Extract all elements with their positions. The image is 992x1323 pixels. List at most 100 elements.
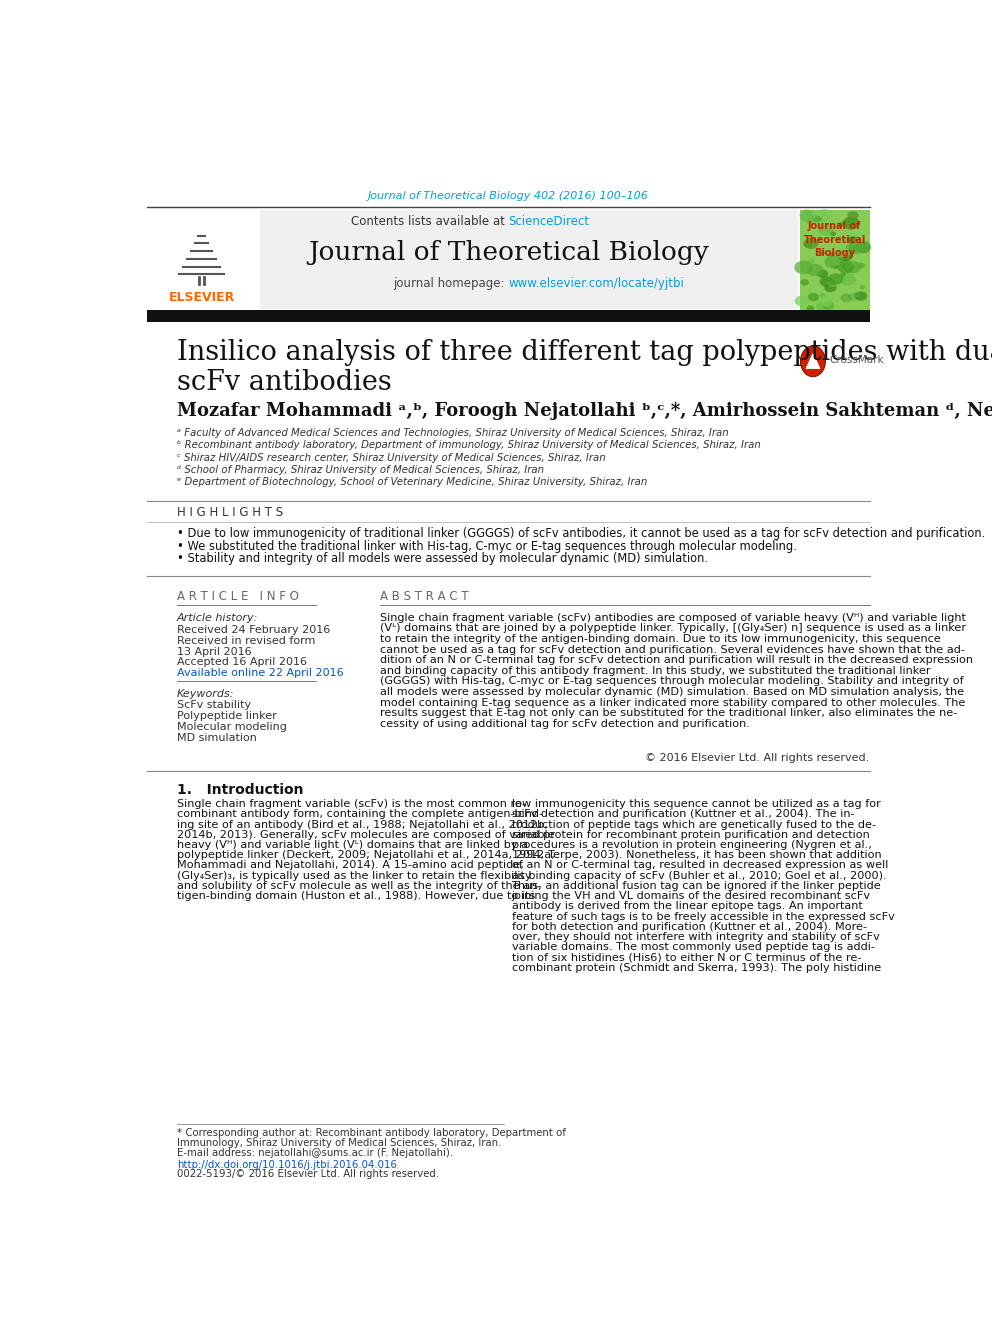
Text: combinant protein (Schmidt and Skerra, 1993). The poly histidine: combinant protein (Schmidt and Skerra, 1… [512, 963, 881, 972]
Text: to retain the integrity of the antigen-binding domain. Due to its low immunogeni: to retain the integrity of the antigen-b… [380, 634, 940, 644]
Ellipse shape [833, 265, 838, 269]
Text: MD simulation: MD simulation [177, 733, 257, 742]
Text: Molecular modeling: Molecular modeling [177, 722, 287, 732]
Text: Immunology, Shiraz University of Medical Sciences, Shiraz, Iran.: Immunology, Shiraz University of Medical… [177, 1138, 501, 1148]
Ellipse shape [800, 210, 817, 222]
Text: model containing E-tag sequence as a linker indicated more stability compared to: model containing E-tag sequence as a lin… [380, 697, 965, 708]
Text: Mohammadi and Nejatollahi, 2014). A 15-amino acid peptide,: Mohammadi and Nejatollahi, 2014). A 15-a… [177, 860, 524, 871]
Text: ScFv stability: ScFv stability [177, 700, 251, 710]
Ellipse shape [855, 241, 871, 253]
Text: joining the VH and VL domains of the desired recombinant scFv: joining the VH and VL domains of the des… [512, 892, 871, 901]
Text: E-mail address: nejatollahi@sums.ac.ir (F. Nejatollahi).: E-mail address: nejatollahi@sums.ac.ir (… [177, 1148, 452, 1158]
Ellipse shape [824, 283, 836, 292]
Text: ᶜ Shiraz HIV/AIDS research center, Shiraz University of Medical Sciences, Shiraz: ᶜ Shiraz HIV/AIDS research center, Shira… [177, 452, 605, 463]
Ellipse shape [806, 263, 823, 277]
Ellipse shape [814, 216, 821, 221]
Text: Keywords:: Keywords: [177, 689, 234, 699]
Ellipse shape [840, 294, 852, 302]
Text: 2014b, 2013). Generally, scFv molecules are composed of variable: 2014b, 2013). Generally, scFv molecules … [177, 830, 555, 840]
Text: H I G H L I G H T S: H I G H L I G H T S [177, 507, 283, 520]
Ellipse shape [817, 251, 824, 257]
Ellipse shape [804, 241, 812, 247]
Ellipse shape [840, 273, 846, 277]
Ellipse shape [804, 238, 818, 249]
Ellipse shape [808, 258, 814, 263]
Text: Article history:: Article history: [177, 614, 258, 623]
Ellipse shape [811, 262, 816, 266]
Ellipse shape [853, 292, 860, 298]
Text: ing site of an antibody (Bird et al., 1988; Nejatollahi et al., 2012b,: ing site of an antibody (Bird et al., 19… [177, 819, 548, 830]
Text: cannot be used as a tag for scFv detection and purification. Several evidences h: cannot be used as a tag for scFv detecti… [380, 644, 964, 655]
Ellipse shape [848, 294, 859, 302]
Ellipse shape [795, 261, 812, 274]
Text: • We substituted the traditional linker with His-tag, C-myc or E-tag sequences t: • We substituted the traditional linker … [177, 540, 797, 553]
Text: • Stability and integrity of all models were assessed by molecular dynamic (MD) : • Stability and integrity of all models … [177, 552, 707, 565]
Text: Available online 22 April 2016: Available online 22 April 2016 [177, 668, 343, 679]
Text: Contents lists available at: Contents lists available at [351, 216, 509, 229]
Ellipse shape [816, 209, 833, 222]
Text: low immunogenicity this sequence cannot be utilized as a tag for: low immunogenicity this sequence cannot … [512, 799, 880, 810]
Ellipse shape [842, 263, 852, 270]
Text: A R T I C L E   I N F O: A R T I C L E I N F O [177, 590, 299, 602]
Text: scFv antibodies: scFv antibodies [177, 369, 392, 396]
Ellipse shape [800, 209, 814, 221]
Ellipse shape [828, 280, 837, 287]
Ellipse shape [837, 250, 853, 262]
Text: Thus, an additional fusion tag can be ignored if the linker peptide: Thus, an additional fusion tag can be ig… [512, 881, 881, 890]
Text: • Due to low immunogenicity of traditional linker (GGGGS) of scFv antibodies, it: • Due to low immunogenicity of tradition… [177, 528, 985, 540]
Ellipse shape [837, 261, 854, 274]
Ellipse shape [806, 216, 818, 225]
Text: journal homepage:: journal homepage: [393, 277, 509, 290]
Text: results suggest that E-tag not only can be substituted for the traditional linke: results suggest that E-tag not only can … [380, 708, 957, 718]
Ellipse shape [822, 302, 834, 310]
Text: heavy (Vᴴ) and variable light (Vᴸ) domains that are linked by a: heavy (Vᴴ) and variable light (Vᴸ) domai… [177, 840, 528, 849]
Ellipse shape [817, 270, 828, 278]
Text: sired protein for recombinant protein purification and detection: sired protein for recombinant protein pu… [512, 830, 869, 840]
Ellipse shape [847, 212, 859, 220]
Ellipse shape [801, 279, 808, 286]
Ellipse shape [849, 242, 864, 254]
Text: troduction of peptide tags which are genetically fused to the de-: troduction of peptide tags which are gen… [512, 819, 876, 830]
Polygon shape [806, 355, 819, 368]
Text: all models were assessed by molecular dynamic (MD) simulation. Based on MD simul: all models were assessed by molecular dy… [380, 687, 964, 697]
Bar [800, 210, 870, 311]
Ellipse shape [801, 345, 825, 377]
Ellipse shape [810, 210, 826, 221]
Bar [260, 210, 799, 308]
Text: ᵇ Recombinant antibody laboratory, Department of immunology, Shiraz University o: ᵇ Recombinant antibody laboratory, Depar… [177, 441, 761, 450]
Bar [147, 310, 870, 321]
Ellipse shape [828, 274, 843, 284]
Ellipse shape [817, 214, 826, 221]
Text: tion of six histidines (His6) to either N or C terminus of the re-: tion of six histidines (His6) to either … [512, 953, 861, 963]
Ellipse shape [860, 286, 865, 290]
Ellipse shape [844, 261, 861, 274]
Ellipse shape [844, 263, 853, 269]
Text: procedures is a revolution in protein engineering (Nygren et al.,: procedures is a revolution in protein en… [512, 840, 871, 849]
Text: A B S T R A C T: A B S T R A C T [380, 590, 468, 602]
Text: Received in revised form: Received in revised form [177, 636, 315, 646]
Text: over, they should not interfere with integrity and stability of scFv: over, they should not interfere with int… [512, 933, 879, 942]
Text: ᵉ Department of Biotechnology, School of Veterinary Medicine, Shiraz University,: ᵉ Department of Biotechnology, School of… [177, 478, 647, 487]
Text: Polypeptide linker: Polypeptide linker [177, 712, 277, 721]
Text: (Vᴸ) domains that are joined by a polypeptide linker. Typically, [(Gly₄Ser) n] s: (Vᴸ) domains that are joined by a polype… [380, 623, 966, 634]
Text: Accepted 16 April 2016: Accepted 16 April 2016 [177, 658, 307, 667]
Ellipse shape [824, 228, 831, 233]
Text: Single chain fragment variable (scFv) antibodies are composed of variable heavy : Single chain fragment variable (scFv) an… [380, 613, 965, 623]
Text: 1.   Introduction: 1. Introduction [177, 783, 304, 798]
Ellipse shape [814, 216, 822, 222]
Bar [147, 210, 256, 311]
Ellipse shape [828, 253, 835, 257]
Text: Received 24 February 2016: Received 24 February 2016 [177, 624, 330, 635]
Text: Mozafar Mohammadi ᵃ,ᵇ, Foroogh Nejatollahi ᵇ,ᶜ,*, Amirhossein Sakhteman ᵈ, Neda : Mozafar Mohammadi ᵃ,ᵇ, Foroogh Nejatolla… [177, 402, 992, 419]
Text: (GGGGS) with His-tag, C-myc or E-tag sequences through molecular modeling. Stabi: (GGGGS) with His-tag, C-myc or E-tag seq… [380, 676, 963, 687]
Ellipse shape [818, 295, 833, 306]
Text: and binding capacity of this antibody fragment. In this study, we substituted th: and binding capacity of this antibody fr… [380, 665, 930, 676]
Ellipse shape [846, 243, 858, 253]
Ellipse shape [815, 303, 826, 311]
Text: 13 April 2016: 13 April 2016 [177, 647, 251, 656]
Ellipse shape [842, 217, 860, 230]
Text: combinant antibody form, containing the complete antigen-bind-: combinant antibody form, containing the … [177, 810, 543, 819]
Ellipse shape [795, 295, 809, 307]
Text: CrossMark: CrossMark [829, 355, 884, 365]
Text: as binding capacity of scFv (Buhler et al., 2010; Goel et al., 2000).: as binding capacity of scFv (Buhler et a… [512, 871, 886, 881]
